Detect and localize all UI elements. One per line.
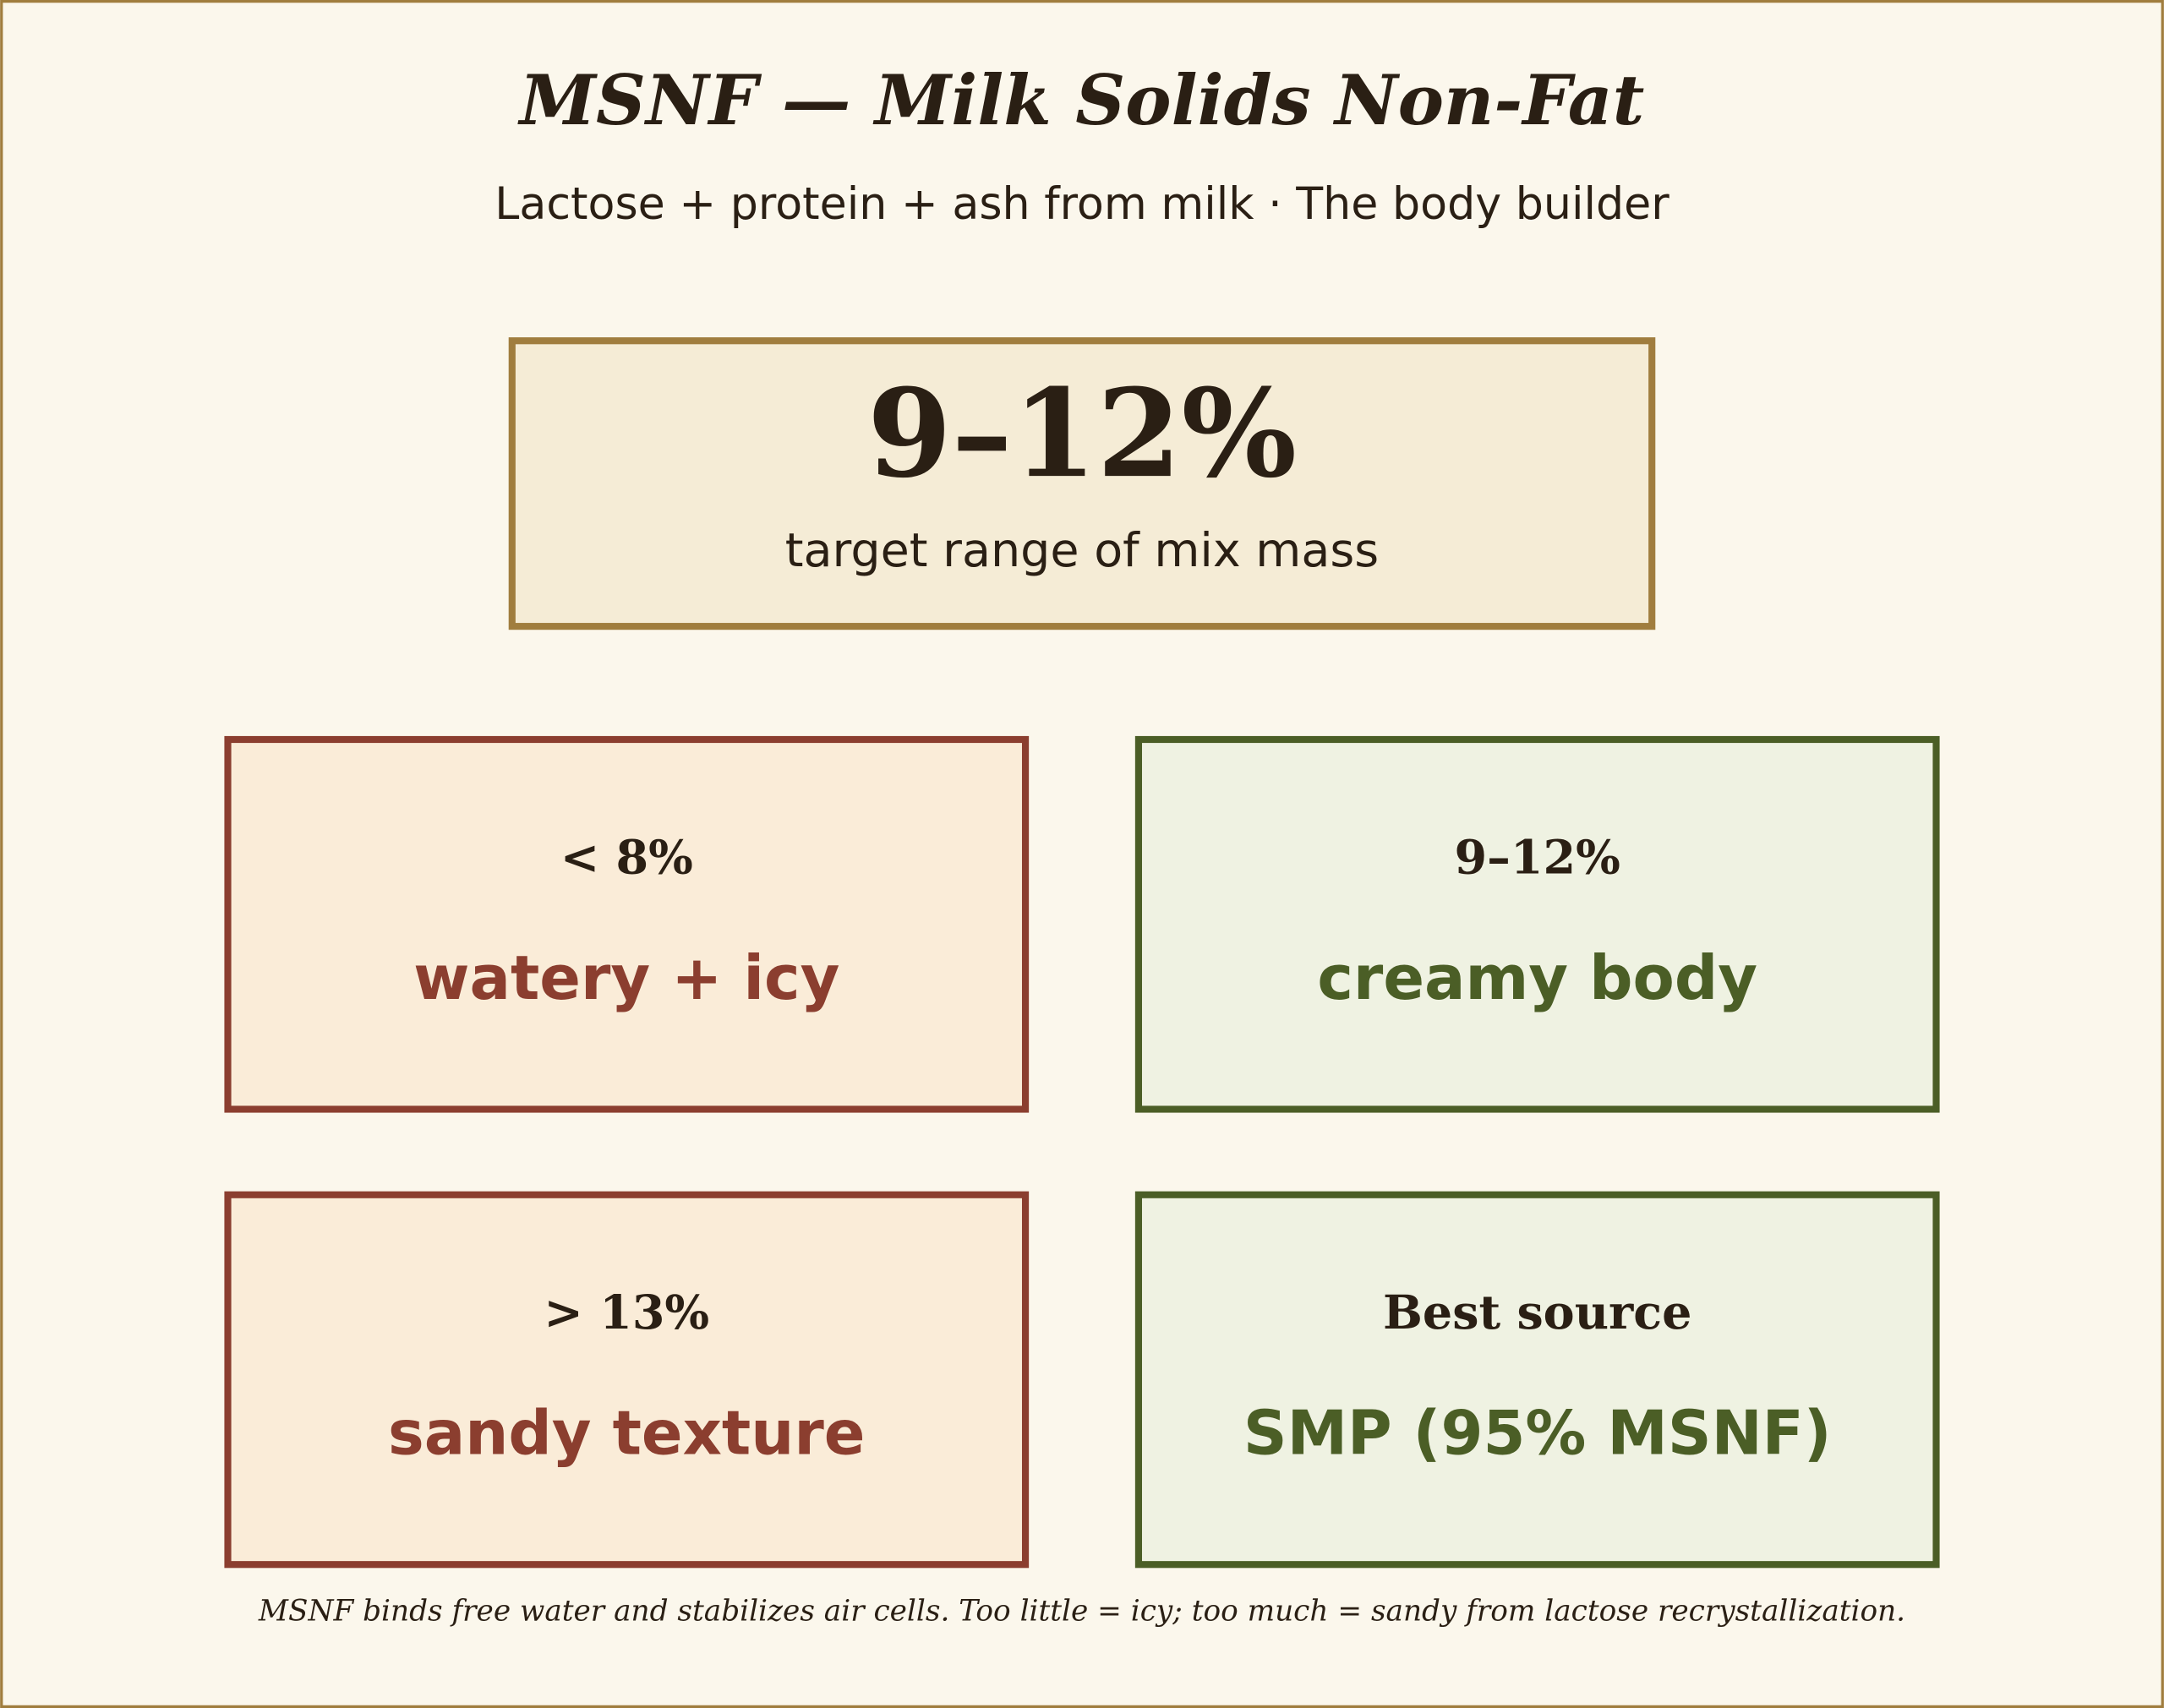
card: > 13% sandy texture: [224, 1191, 1030, 1569]
footnote: MSNF binds free water and stabilizes air…: [258, 1594, 1905, 1628]
card-label: > 13%: [544, 1285, 709, 1340]
card-frame: [1134, 735, 1940, 1113]
card-frame: [224, 735, 1030, 1113]
title: MSNF — Milk Solids Non-Fat: [517, 60, 1645, 141]
hero-value: 9–12%: [867, 362, 1297, 505]
card: < 8% watery + icy: [224, 735, 1030, 1113]
card: 9–12% creamy body: [1134, 735, 1940, 1113]
card-text: sandy texture: [388, 1398, 865, 1469]
subtitle: Lactose + protein + ash from milk · The …: [495, 179, 1669, 230]
card: Best source SMP (95% MSNF): [1134, 1191, 1940, 1569]
card-frame: [224, 1191, 1030, 1569]
card-label: 9–12%: [1455, 830, 1620, 885]
card-label: < 8%: [560, 830, 693, 885]
hero-frame: [508, 337, 1656, 630]
card-text: creamy body: [1317, 942, 1757, 1013]
hero-box: 9–12% target range of mix mass: [508, 337, 1656, 630]
card-text: watery + icy: [413, 942, 839, 1013]
card-text: SMP (95% MSNF): [1243, 1398, 1832, 1469]
hero-caption: target range of mix mass: [785, 523, 1379, 578]
card-label: Best source: [1383, 1285, 1691, 1340]
card-frame: [1134, 1191, 1940, 1569]
